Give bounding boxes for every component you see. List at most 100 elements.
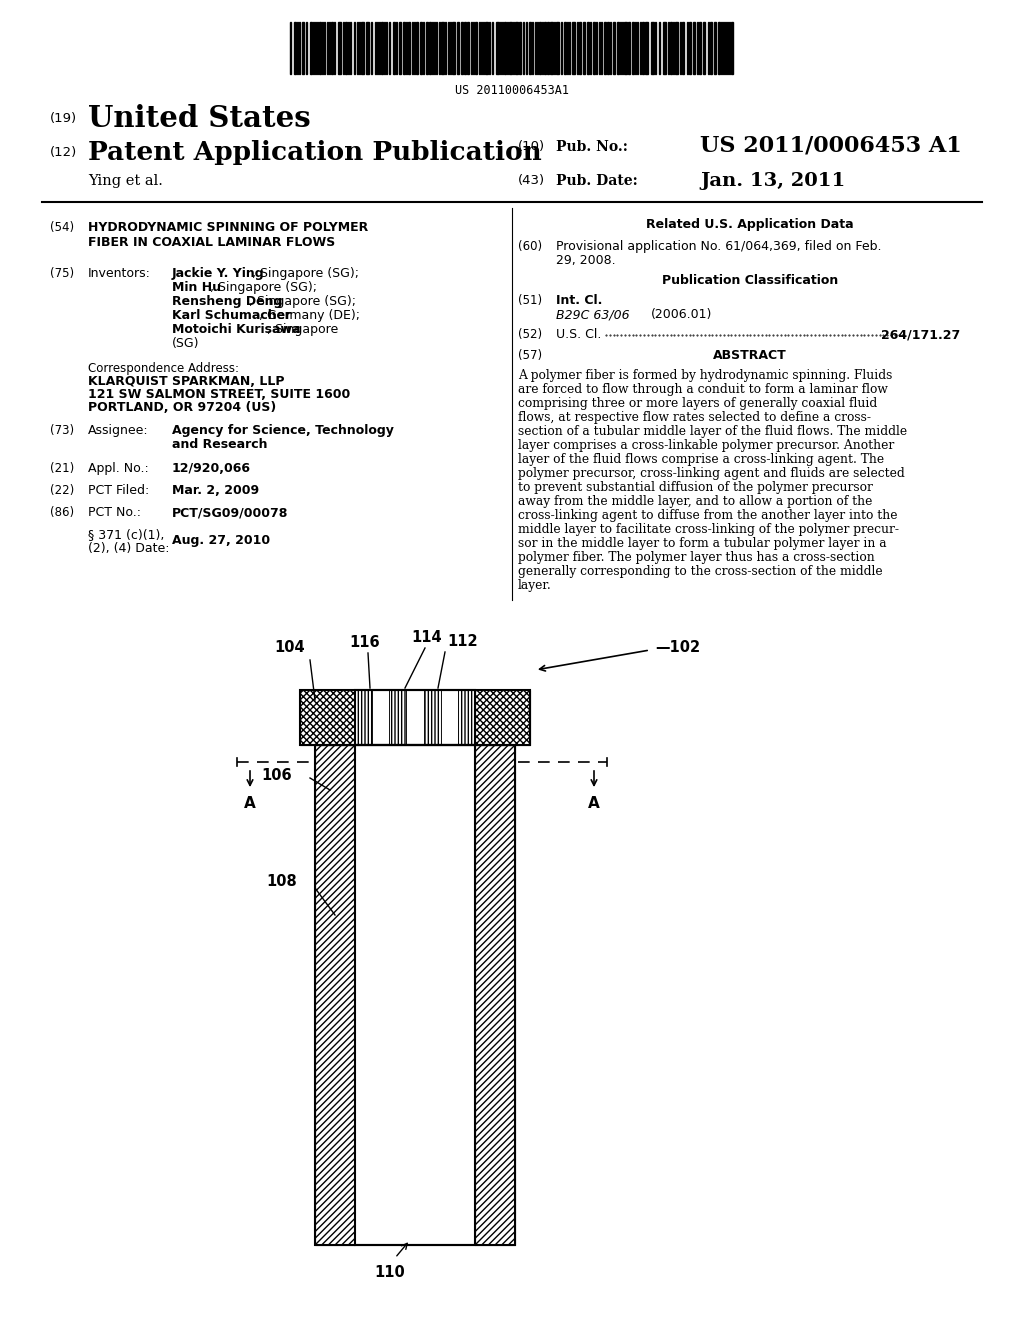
Bar [529,22,531,74]
Text: (57): (57) [518,348,542,362]
Text: cross-linking agent to diffuse from the another layer into the: cross-linking agent to diffuse from the … [518,510,897,521]
Bar [315,744,355,1245]
Bar [642,22,644,74]
Bar [604,22,606,74]
Bar [399,22,401,74]
Bar [355,690,475,744]
Text: , Singapore (SG);: , Singapore (SG); [249,294,356,308]
Bar [319,22,321,74]
Bar [467,22,469,74]
Text: (2006.01): (2006.01) [651,308,713,321]
Text: PCT No.:: PCT No.: [88,506,141,519]
Bar [441,22,444,74]
Bar [703,22,705,74]
Text: Correspondence Address:: Correspondence Address: [88,362,239,375]
Bar [556,22,559,74]
Bar [731,22,733,74]
Text: Min Hu: Min Hu [172,281,221,294]
Text: 116: 116 [349,635,380,649]
Bar [457,22,459,74]
Text: 121 SW SALMON STREET, SUITE 1600: 121 SW SALMON STREET, SUITE 1600 [88,388,350,401]
Text: (60): (60) [518,240,542,253]
Text: , Singapore (SG);: , Singapore (SG); [210,281,317,294]
Bar [300,690,355,744]
Text: Pub. Date:: Pub. Date: [556,174,638,187]
Bar [544,22,546,74]
Bar [440,690,458,744]
Text: Mar. 2, 2009: Mar. 2, 2009 [172,484,259,498]
Text: polymer precursor, cross-linking agent and fluids are selected: polymer precursor, cross-linking agent a… [518,467,905,480]
Bar [682,22,684,74]
Bar [699,22,701,74]
Text: —102: —102 [655,640,700,656]
Bar [624,22,627,74]
Bar [617,22,618,74]
Text: § 371 (c)(1),: § 371 (c)(1), [88,528,165,541]
Text: (2), (4) Date:: (2), (4) Date: [88,543,170,554]
Bar [475,744,515,1245]
Text: (10): (10) [518,140,545,153]
Bar [416,22,418,74]
Text: Int. Cl.: Int. Cl. [556,294,602,308]
Text: (22): (22) [50,484,75,498]
Bar [613,22,615,74]
Bar [475,22,477,74]
Bar [300,690,530,744]
Bar [572,22,575,74]
Bar [496,22,499,74]
Text: (52): (52) [518,327,542,341]
Text: away from the middle layer, and to allow a portion of the: away from the middle layer, and to allow… [518,495,872,508]
Text: Agency for Science, Technology: Agency for Science, Technology [172,424,394,437]
Bar [550,22,553,74]
Bar [539,22,541,74]
Bar [607,22,609,74]
Text: U.S. Cl.: U.S. Cl. [556,327,601,341]
Text: (SG): (SG) [172,337,200,350]
Text: , Germany (DE);: , Germany (DE); [259,309,360,322]
Bar [366,22,369,74]
Bar [345,22,347,74]
Text: Assignee:: Assignee: [88,424,148,437]
Bar [393,22,395,74]
Text: and Research: and Research [172,438,267,451]
Text: A: A [244,796,256,810]
Text: flows, at respective flow rates selected to define a cross-: flows, at respective flow rates selected… [518,411,871,424]
Text: Related U.S. Application Data: Related U.S. Application Data [646,218,854,231]
Bar [504,22,506,74]
Text: Aug. 27, 2010: Aug. 27, 2010 [172,535,270,546]
Text: US 2011/0006453 A1: US 2011/0006453 A1 [700,135,962,157]
Bar [714,22,716,74]
Text: (43): (43) [518,174,545,187]
Bar [628,22,630,74]
Bar [475,690,530,744]
Text: (86): (86) [50,506,74,519]
Text: Karl Schumacher: Karl Schumacher [172,309,291,322]
Bar [424,690,440,744]
Bar [663,22,666,74]
Bar [485,22,488,74]
Text: Rensheng Deng: Rensheng Deng [172,294,283,308]
Text: comprising three or more layers of generally coaxial fluid: comprising three or more layers of gener… [518,397,878,411]
Text: 12/920,066: 12/920,066 [172,462,251,475]
Text: A: A [588,796,600,810]
Bar [429,22,431,74]
Bar [509,22,512,74]
Text: layer of the fluid flows comprise a cross-linking agent. The: layer of the fluid flows comprise a cros… [518,453,884,466]
Bar [389,690,407,744]
Text: , Singapore (SG);: , Singapore (SG); [252,267,359,280]
Bar [372,690,389,744]
Bar [718,22,720,74]
Bar [693,22,695,74]
Bar [564,22,566,74]
Bar [420,22,422,74]
Bar [515,22,518,74]
Text: Pub. No.:: Pub. No.: [556,140,628,154]
Text: 106: 106 [261,768,292,784]
Bar [645,22,648,74]
Bar [651,22,654,74]
Bar [310,22,312,74]
Text: 110: 110 [375,1265,406,1280]
Text: United States: United States [88,104,310,133]
Bar [670,22,672,74]
Text: (51): (51) [518,294,542,308]
